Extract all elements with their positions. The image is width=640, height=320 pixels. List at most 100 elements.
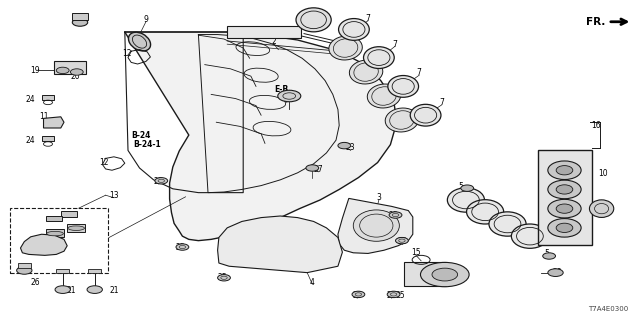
Ellipse shape bbox=[364, 47, 394, 68]
Ellipse shape bbox=[589, 200, 614, 218]
Text: 11: 11 bbox=[39, 112, 48, 121]
Text: 21: 21 bbox=[67, 286, 76, 295]
Text: 7: 7 bbox=[417, 68, 422, 77]
Text: 7: 7 bbox=[439, 98, 444, 107]
Ellipse shape bbox=[467, 200, 504, 224]
Circle shape bbox=[387, 291, 400, 298]
Text: 25: 25 bbox=[218, 273, 228, 282]
Circle shape bbox=[352, 291, 365, 298]
Ellipse shape bbox=[367, 84, 401, 108]
Bar bbox=[56, 269, 69, 273]
Circle shape bbox=[218, 275, 230, 281]
Circle shape bbox=[278, 90, 301, 102]
Text: 22: 22 bbox=[72, 15, 81, 24]
FancyBboxPatch shape bbox=[10, 208, 108, 273]
Text: 16: 16 bbox=[591, 121, 602, 130]
Text: B-24: B-24 bbox=[131, 131, 150, 140]
Text: 21: 21 bbox=[109, 286, 118, 295]
Text: 14: 14 bbox=[430, 269, 440, 278]
Ellipse shape bbox=[349, 60, 383, 84]
Text: 3: 3 bbox=[376, 193, 381, 202]
Ellipse shape bbox=[511, 224, 548, 248]
Bar bbox=[88, 269, 101, 273]
Text: 25: 25 bbox=[175, 243, 186, 252]
Bar bbox=[67, 224, 85, 232]
Ellipse shape bbox=[548, 161, 581, 180]
Text: 5: 5 bbox=[458, 182, 463, 191]
Bar bbox=[72, 13, 88, 20]
Text: 17: 17 bbox=[77, 236, 87, 244]
Text: 19: 19 bbox=[30, 66, 40, 75]
Ellipse shape bbox=[556, 223, 573, 232]
Circle shape bbox=[55, 286, 70, 293]
Ellipse shape bbox=[388, 76, 419, 97]
Ellipse shape bbox=[548, 180, 581, 199]
Text: 27: 27 bbox=[314, 165, 324, 174]
Text: 18: 18 bbox=[62, 218, 71, 227]
Polygon shape bbox=[338, 198, 413, 253]
Ellipse shape bbox=[129, 32, 150, 51]
Ellipse shape bbox=[556, 204, 573, 213]
Bar bbox=[46, 229, 64, 237]
Text: 26: 26 bbox=[30, 278, 40, 287]
Circle shape bbox=[72, 19, 88, 26]
Polygon shape bbox=[218, 216, 342, 273]
Ellipse shape bbox=[556, 185, 573, 194]
Text: 6: 6 bbox=[517, 224, 522, 233]
Circle shape bbox=[176, 244, 189, 250]
Ellipse shape bbox=[296, 8, 332, 32]
Text: 18: 18 bbox=[52, 228, 61, 237]
Text: 7: 7 bbox=[392, 40, 397, 49]
Ellipse shape bbox=[385, 108, 419, 132]
Bar bbox=[404, 262, 446, 286]
Ellipse shape bbox=[548, 219, 581, 237]
Text: B-24-1: B-24-1 bbox=[133, 140, 161, 149]
Text: 10: 10 bbox=[598, 169, 608, 178]
Ellipse shape bbox=[47, 231, 63, 236]
Text: 2: 2 bbox=[271, 37, 276, 46]
Text: 6: 6 bbox=[468, 200, 473, 209]
Circle shape bbox=[389, 212, 402, 218]
Text: 1: 1 bbox=[284, 95, 289, 104]
Circle shape bbox=[306, 165, 319, 171]
Circle shape bbox=[56, 67, 69, 74]
Polygon shape bbox=[125, 32, 397, 241]
Circle shape bbox=[461, 185, 474, 191]
Text: 25: 25 bbox=[395, 292, 405, 300]
Bar bbox=[18, 263, 31, 268]
Ellipse shape bbox=[489, 212, 526, 236]
Circle shape bbox=[543, 253, 556, 259]
Text: 24: 24 bbox=[26, 136, 36, 145]
Polygon shape bbox=[44, 117, 64, 128]
Text: 28: 28 bbox=[552, 268, 561, 277]
Ellipse shape bbox=[339, 19, 369, 40]
Circle shape bbox=[548, 269, 563, 276]
Text: 25: 25 bbox=[397, 237, 407, 246]
Circle shape bbox=[420, 262, 469, 287]
Bar bbox=[538, 150, 592, 245]
Text: 25: 25 bbox=[352, 292, 362, 300]
Circle shape bbox=[396, 237, 408, 244]
Ellipse shape bbox=[410, 104, 441, 126]
Ellipse shape bbox=[353, 210, 399, 241]
Bar bbox=[227, 26, 301, 38]
Bar bbox=[42, 95, 54, 100]
Text: 9: 9 bbox=[143, 15, 148, 24]
Ellipse shape bbox=[556, 165, 573, 175]
Text: T7A4E0300: T7A4E0300 bbox=[588, 306, 628, 312]
Text: 24: 24 bbox=[26, 95, 36, 104]
Text: 6: 6 bbox=[493, 212, 499, 221]
Circle shape bbox=[432, 268, 458, 281]
Text: 15: 15 bbox=[411, 248, 421, 257]
Text: 7: 7 bbox=[365, 14, 371, 23]
Text: 17: 17 bbox=[61, 245, 72, 254]
Text: 5: 5 bbox=[545, 249, 550, 258]
Text: 25: 25 bbox=[388, 212, 399, 220]
Text: 4: 4 bbox=[310, 278, 315, 287]
Text: 23: 23 bbox=[346, 143, 356, 152]
Text: 6: 6 bbox=[534, 236, 539, 245]
Text: 13: 13 bbox=[109, 191, 119, 200]
Ellipse shape bbox=[447, 188, 484, 212]
Text: 25: 25 bbox=[154, 177, 164, 186]
Bar bbox=[54, 61, 86, 74]
